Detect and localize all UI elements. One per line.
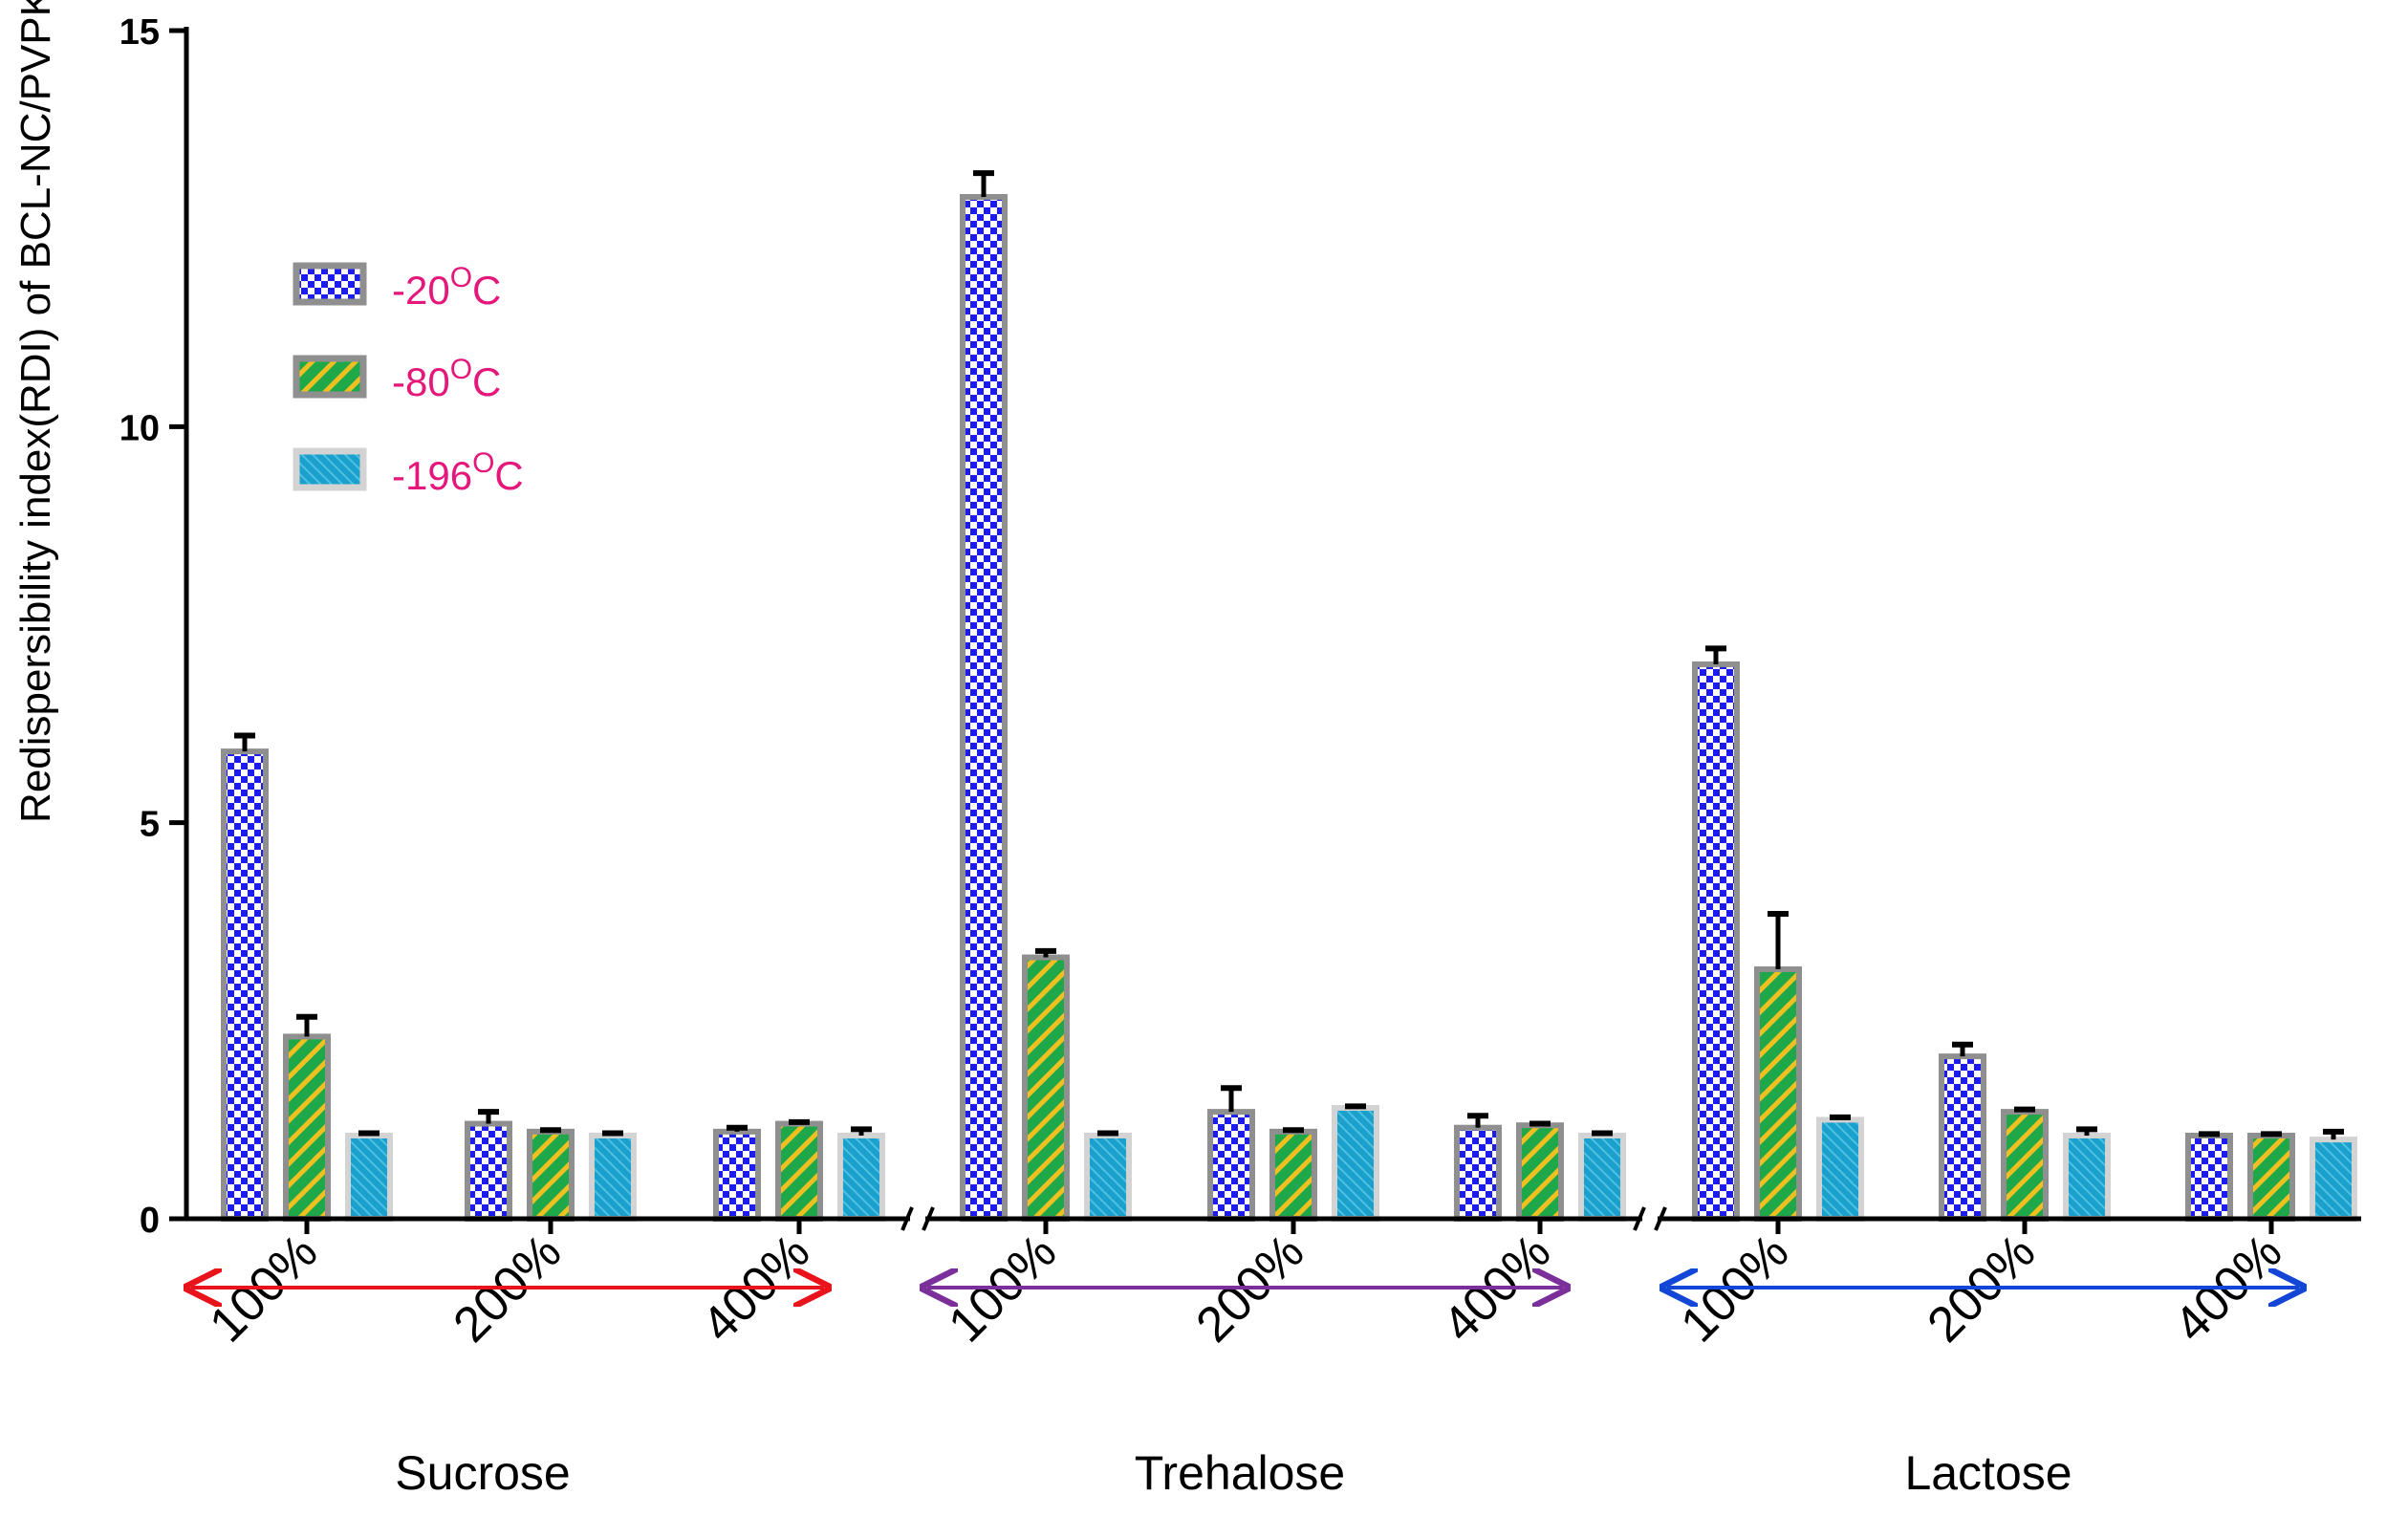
bar-minus196-1 — [589, 1132, 637, 1222]
legend-label-minus196-unit: C — [494, 453, 523, 498]
axis-break-mark-1-b — [1654, 1206, 1667, 1231]
bar-minus20-2 — [713, 1128, 761, 1223]
bar-minus80-2 — [775, 1120, 823, 1223]
bar-minus20-4 — [1207, 1109, 1255, 1223]
bar-minus196-7 — [2063, 1132, 2111, 1222]
legend-label-minus196-num: -196 — [392, 453, 472, 498]
bar-minus20-7 — [1939, 1053, 1986, 1222]
bar-minus196-4 — [1332, 1104, 1379, 1223]
bar-minus80-0 — [283, 1033, 331, 1222]
y-tick-label-1: 5 — [140, 805, 160, 845]
bar-minus20-5 — [1454, 1124, 1502, 1223]
y-tick-label-0: 0 — [140, 1201, 160, 1241]
bar-minus80-3 — [1022, 954, 1070, 1222]
y-axis-label: Redispersibility index(RDI) of BCL-NC/PV… — [12, 0, 59, 823]
bar-minus196-3 — [1084, 1132, 1132, 1222]
legend-label-minus20-sup: O — [450, 262, 472, 293]
bar-minus80-5 — [1516, 1122, 1564, 1222]
legend-label-minus80: -80OC — [392, 354, 501, 404]
legend-item-minus80: -80OC — [293, 354, 501, 404]
legend-label-minus20: -20OC — [392, 262, 501, 313]
bar-minus20-6 — [1692, 661, 1740, 1222]
bar-minus196-5 — [1578, 1132, 1626, 1222]
bar-minus196-2 — [837, 1132, 885, 1222]
lactose-label: Lactose — [1904, 1446, 2072, 1500]
legend-item-minus20: -20OC — [293, 262, 501, 313]
bar-minus20-1 — [465, 1120, 512, 1223]
legend-item-minus196: -196OC — [293, 447, 524, 498]
y-tick-label-3: 15 — [119, 12, 160, 53]
error-bars-layer — [234, 170, 2344, 1140]
axis-break-mark-0-a — [900, 1206, 914, 1231]
axes-layer — [184, 27, 2361, 1231]
y-tick-label-2: 10 — [119, 408, 160, 448]
legend-label-minus80-unit: C — [472, 359, 501, 404]
bar-minus20-8 — [2185, 1132, 2233, 1222]
legend-label-minus80-num: -80 — [392, 359, 450, 404]
sucrose-label: Sucrose — [395, 1446, 570, 1500]
legend-label-minus20-num: -20 — [392, 268, 450, 313]
axis-break-mark-1-a — [1633, 1206, 1646, 1231]
axis-break-mark-0-b — [922, 1206, 935, 1231]
legend-swatch-minus80 — [293, 355, 367, 399]
trehalose-label: Trehalose — [1135, 1446, 1345, 1500]
legend-swatch-minus20 — [293, 262, 367, 306]
legend-label-minus196: -196OC — [392, 447, 524, 498]
bar-minus80-4 — [1269, 1128, 1317, 1223]
legend-label-minus20-unit: C — [472, 268, 501, 313]
legend-label-minus80-sup: O — [450, 354, 472, 385]
bars-layer — [221, 194, 2357, 1223]
bar-minus80-6 — [1754, 965, 1802, 1222]
bar-minus80-1 — [527, 1128, 575, 1223]
bar-minus196-6 — [1816, 1116, 1864, 1222]
bar-minus20-3 — [960, 194, 1008, 1222]
bar-minus20-0 — [221, 748, 269, 1222]
legend-label-minus196-sup: O — [472, 447, 494, 479]
bar-minus80-7 — [2001, 1109, 2049, 1223]
bar-minus80-8 — [2247, 1132, 2295, 1222]
y-ticks-layer: 0 5 10 15 — [119, 12, 186, 1241]
bar-minus196-8 — [2310, 1137, 2357, 1222]
groups-layer: Sucrose Trehalose Lactose — [191, 1288, 2299, 1500]
bar-minus196-0 — [345, 1132, 393, 1222]
legend-swatch-minus196 — [293, 447, 367, 491]
legend: -20OC -80OC -196OC — [293, 262, 524, 498]
